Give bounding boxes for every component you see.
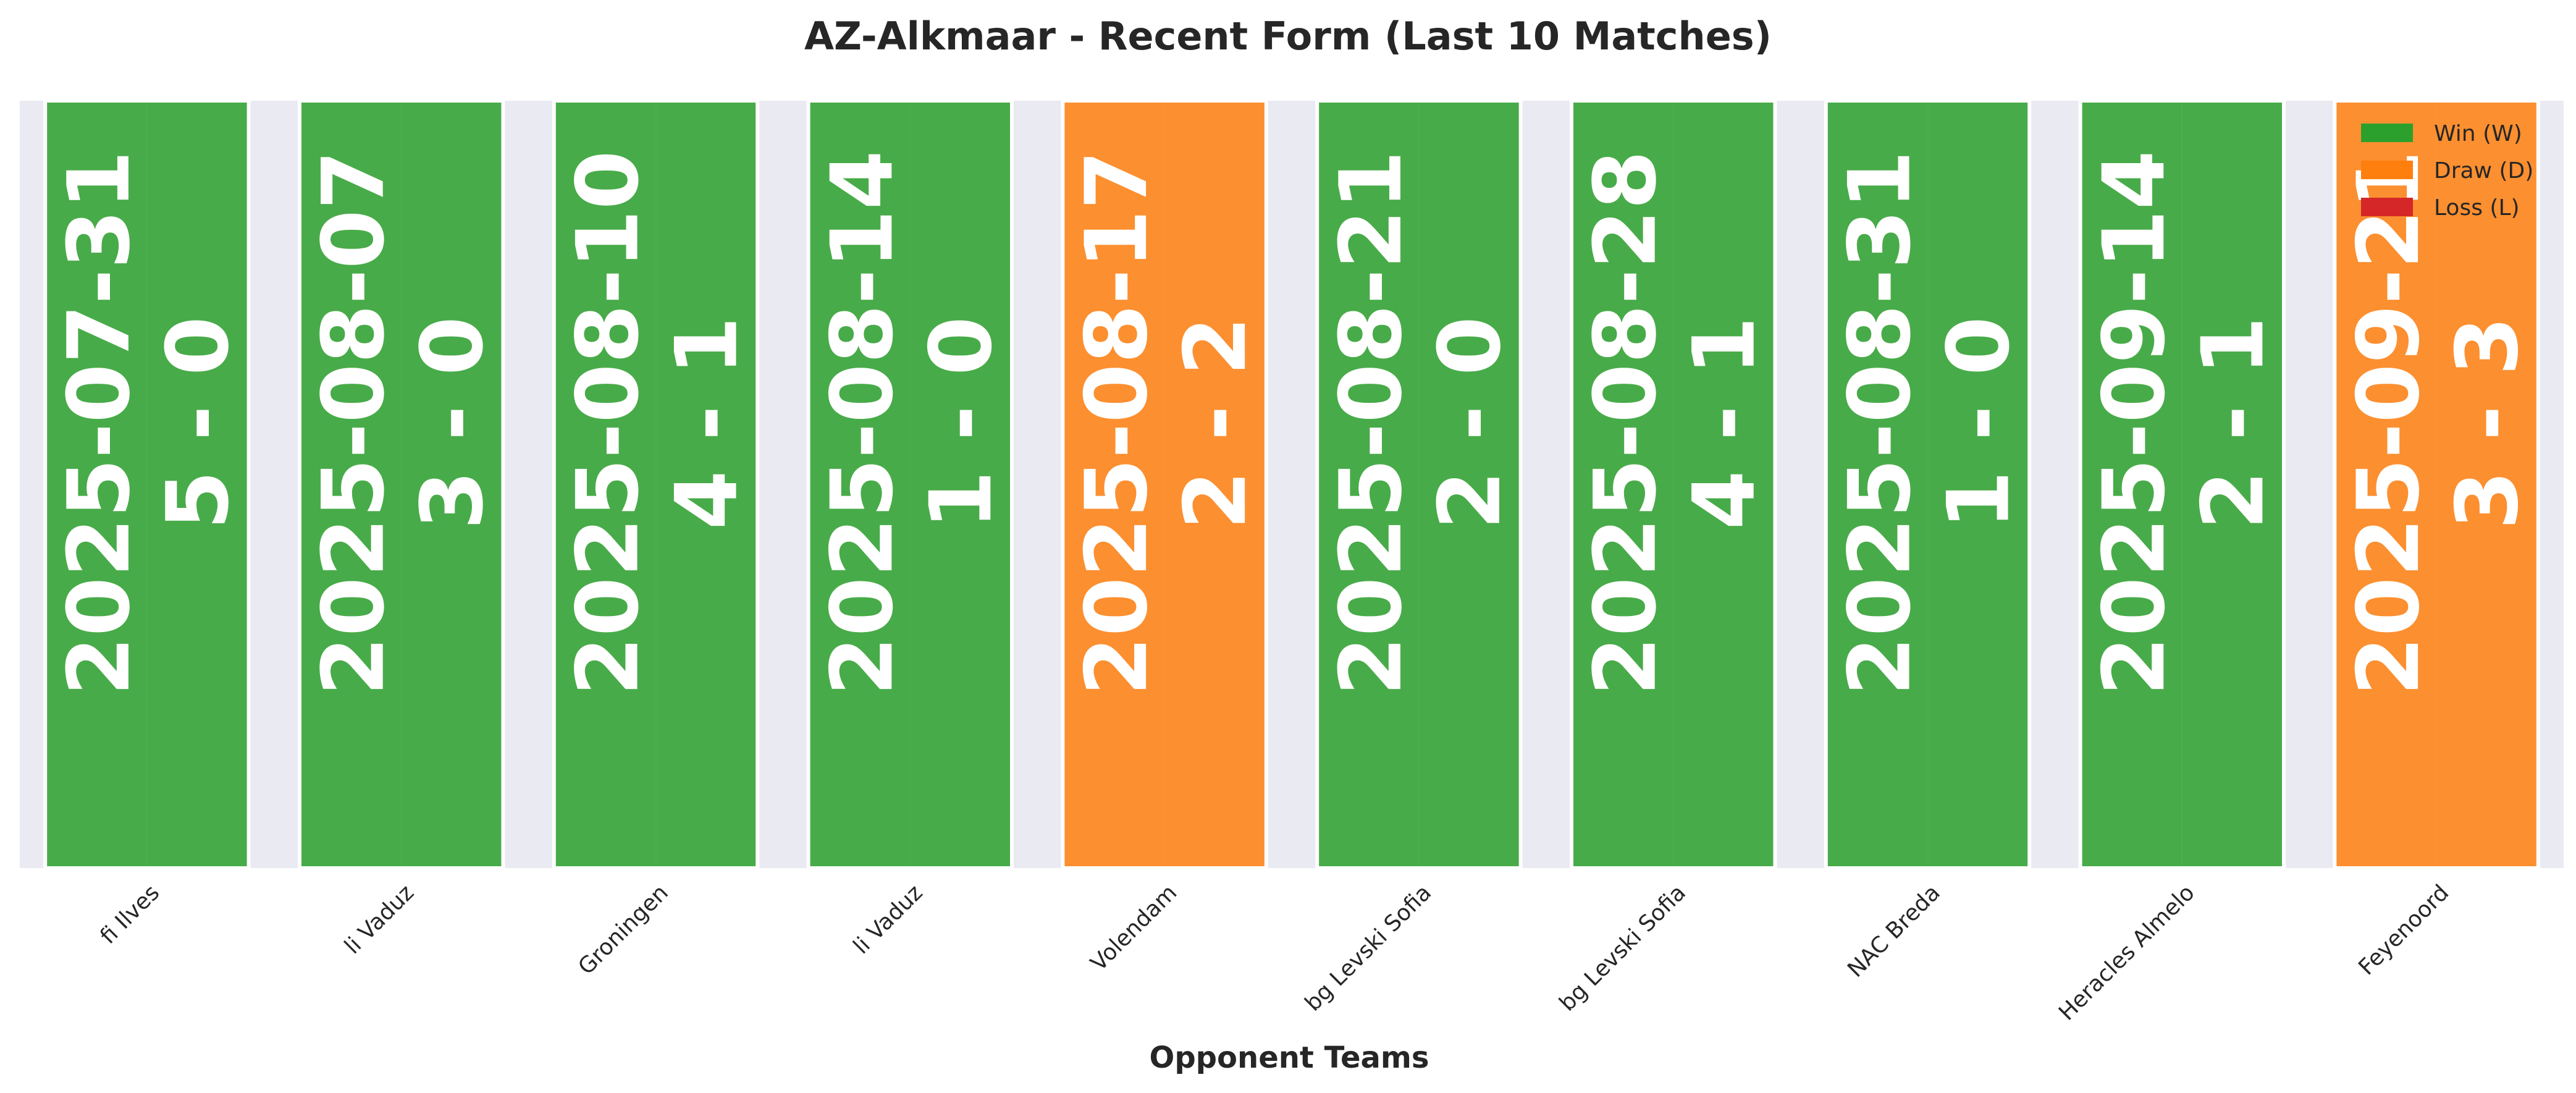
legend-label: Loss (L) (2434, 195, 2520, 221)
bar-labels: 2025-07-31 5 - 0 2025-08-07 3 - 0 2025-08-10… (49, 150, 2537, 696)
bar-date-label: 2025-09-14 (2084, 150, 2184, 696)
bar-d (2333, 99, 2540, 870)
bar-w (43, 99, 251, 870)
x-tick-label: Groningen (573, 880, 673, 979)
legend-swatch (2361, 198, 2413, 216)
x-tick-label: bg Levski Sofia (1555, 880, 1691, 1016)
bar-score-label: 4 - 1 (1675, 316, 1774, 530)
bar-label: 2025-08-10 4 - 1 (558, 150, 757, 696)
bar-score-label: 3 - 0 (403, 316, 502, 530)
legend: Win (W) Draw (D) Loss (L) (2361, 121, 2533, 221)
legend-label: Win (W) (2434, 121, 2522, 146)
bar-date-label: 2025-08-31 (1830, 150, 1930, 696)
chart-title: AZ-Alkmaar - Recent Form (Last 10 Matche… (804, 14, 1772, 59)
bar-score-label: 2 - 0 (1420, 316, 1520, 530)
bar-date-label: 2025-08-14 (812, 150, 912, 696)
bar-label: 2025-08-21 2 - 0 (1321, 150, 1520, 696)
bar-score-label: 3 - 3 (2438, 316, 2537, 530)
x-tick-label: Volendam (1086, 880, 1182, 976)
x-tick-label: Heracles Almelo (2054, 880, 2200, 1026)
bar-w (1569, 99, 1777, 870)
bar-score-label: 4 - 1 (657, 316, 757, 530)
x-tick-label: bg Levski Sofia (1300, 880, 1436, 1016)
x-tick-label: li Vaduz (849, 880, 928, 959)
legend-label: Draw (D) (2434, 158, 2533, 184)
bar-label: 2025-07-31 5 - 0 (49, 150, 248, 696)
bars (43, 99, 2540, 870)
bar-w (806, 99, 1014, 870)
bar-w (1824, 99, 2032, 870)
x-tick-label: li Vaduz (340, 880, 419, 959)
bar-date-label: 2025-09-21 (2339, 150, 2438, 696)
bar-label: 2025-08-14 1 - 0 (812, 150, 1011, 696)
bar-date-label: 2025-08-17 (1067, 150, 1166, 696)
bar-score-label: 1 - 0 (1929, 316, 2029, 530)
bar-score-label: 2 - 1 (2183, 316, 2283, 530)
bar-label: 2025-09-14 2 - 1 (2084, 150, 2283, 696)
bar-date-label: 2025-08-07 (304, 150, 403, 696)
bar-label: 2025-08-28 4 - 1 (1576, 150, 1774, 696)
bar-label: 2025-08-07 3 - 0 (304, 150, 502, 696)
x-axis-label: Opponent Teams (1150, 1040, 1429, 1075)
x-tick-label: fi Ilves (96, 880, 165, 949)
bar-date-label: 2025-08-21 (1321, 150, 1421, 696)
bar-d (1061, 99, 1268, 870)
x-tick-label: Feyenoord (2354, 880, 2454, 980)
bar-score-label: 5 - 0 (148, 316, 248, 530)
bar-w (552, 99, 760, 870)
bar-w (297, 99, 505, 870)
bar-label: 2025-09-21 3 - 3 (2339, 150, 2537, 696)
x-tick-label: NAC Breda (1843, 880, 1945, 982)
bar-label: 2025-08-17 2 - 2 (1067, 150, 1265, 696)
bar-date-label: 2025-08-10 (558, 150, 658, 696)
bar-label: 2025-08-31 1 - 0 (1830, 150, 2029, 696)
bar-date-label: 2025-08-28 (1576, 150, 1675, 696)
bar-score-label: 2 - 2 (1166, 316, 1265, 530)
legend-swatch (2361, 124, 2413, 142)
x-tick-labels: fi Ilves li Vaduz Groningen li Vaduz Volenda… (96, 880, 2454, 1026)
bar-w (1315, 99, 1523, 870)
bar-w (2078, 99, 2286, 870)
bar-date-label: 2025-07-31 (49, 150, 149, 696)
legend-swatch (2361, 161, 2413, 179)
bar-score-label: 1 - 0 (911, 316, 1011, 530)
